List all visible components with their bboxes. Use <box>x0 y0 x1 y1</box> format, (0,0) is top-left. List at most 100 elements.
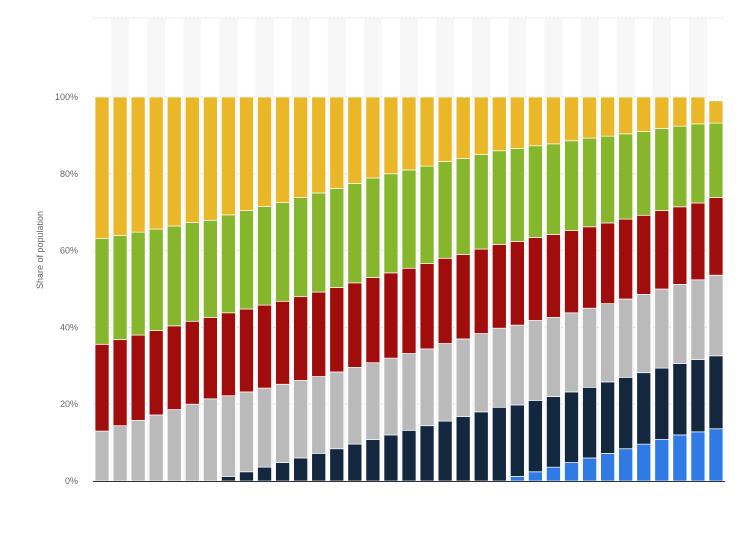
bar-segment-series-6 <box>347 96 363 184</box>
bar-segment-series-6 <box>221 96 236 216</box>
bar-segment-series-2 <box>690 359 706 433</box>
bar-segment-series-6 <box>419 96 435 167</box>
bar-segment-series-5 <box>221 214 236 314</box>
bar-segment-series-3 <box>257 387 272 468</box>
bar-segment-series-3 <box>654 288 670 369</box>
bar-segment-series-5 <box>491 150 507 245</box>
bar-segment-series-5 <box>112 235 128 341</box>
bar-segment-series-3 <box>329 371 345 450</box>
bar-segment-series-6 <box>383 96 399 175</box>
bar-segment-series-6 <box>166 96 182 227</box>
bar-segment-series-6 <box>311 96 327 194</box>
bar-segment-series-4 <box>636 214 652 295</box>
bar-segment-series-5 <box>708 122 724 198</box>
bar-segment-series-5 <box>419 165 435 265</box>
bar-segment-series-4 <box>94 343 110 432</box>
bar-segment-series-4 <box>112 339 128 427</box>
bar-segment-series-6 <box>600 96 615 137</box>
bar-segment-series-1 <box>564 462 579 482</box>
bar-segment-series-6 <box>636 96 652 132</box>
bar-segment-series-5 <box>437 161 453 259</box>
bar-segment-series-5 <box>455 158 471 255</box>
bar-segment-series-3 <box>564 312 579 393</box>
bar-stacks <box>94 96 724 482</box>
bar-segment-series-4 <box>329 287 345 373</box>
bar-segment-series-6 <box>437 96 453 162</box>
bar-segment-series-5 <box>94 237 110 345</box>
bar-segment-series-3 <box>473 333 489 413</box>
bar-segment-series-6 <box>184 96 200 223</box>
bar-segment-series-4 <box>293 296 309 381</box>
bar-segment-series-2 <box>491 406 507 482</box>
bar-segment-series-4 <box>672 206 688 285</box>
bar-segment-series-2 <box>365 439 381 482</box>
bar-segment-series-4 <box>184 320 200 405</box>
bar-segment-series-2 <box>311 453 327 482</box>
bar-segment-series-4 <box>275 300 290 385</box>
bar-segment-series-5 <box>329 188 345 288</box>
bar-segment-series-5 <box>564 140 579 231</box>
bar-segment-series-6 <box>365 96 381 179</box>
bar-segment-series-4 <box>690 202 706 281</box>
bar-segment-series-1 <box>600 453 615 482</box>
bar-segment-series-4 <box>491 244 507 329</box>
bar-segment-series-3 <box>708 274 724 357</box>
bar-segment-series-5 <box>401 169 417 269</box>
bar-segment-series-3 <box>509 324 525 406</box>
bar-segment-series-2 <box>672 363 688 436</box>
bar-segment-series-3 <box>437 343 453 422</box>
bar-segment-series-2 <box>618 376 634 450</box>
bar-segment-series-1 <box>546 466 561 482</box>
bar-segment-series-2 <box>582 386 597 459</box>
bar-segment-series-5 <box>618 133 634 220</box>
bar-segment-series-2 <box>564 391 579 463</box>
bar-segment-series-1 <box>582 457 597 482</box>
bar-segment-series-4 <box>600 222 615 304</box>
bar-segment-series-6 <box>672 96 688 127</box>
bar-segment-series-6 <box>509 96 525 149</box>
bar-segment-series-3 <box>221 395 236 477</box>
bar-segment-series-6 <box>293 96 309 198</box>
bar-segment-series-6 <box>618 96 634 135</box>
bar-segment-series-4 <box>473 248 489 334</box>
bar-segment-series-4 <box>618 218 634 300</box>
bar-segment-series-5 <box>690 123 706 204</box>
bar-segment-series-6 <box>257 96 272 207</box>
bar-segment-series-1 <box>672 434 688 482</box>
bar-segment-series-3 <box>636 294 652 374</box>
bar-segment-series-5 <box>166 225 182 327</box>
bar-segment-series-2 <box>383 434 399 482</box>
bar-segment-series-2 <box>708 355 724 430</box>
y-tick-labels: 0% 20% 40% 60% 80% 100% <box>55 92 78 486</box>
bar-segment-series-3 <box>455 338 471 417</box>
bar-segment-series-3 <box>94 430 110 482</box>
bar-segment-series-5 <box>473 154 489 250</box>
bar-segment-series-6 <box>546 96 561 145</box>
bar-segment-series-5 <box>148 228 164 331</box>
bar-segment-series-3 <box>419 348 435 427</box>
bar-segment-series-4 <box>365 277 381 364</box>
bar-segment-series-3 <box>130 419 146 482</box>
bar-segment-series-3 <box>203 398 218 482</box>
bar-segment-series-2 <box>600 381 615 454</box>
bar-segment-series-4 <box>239 308 254 393</box>
bar-segment-series-2 <box>293 457 309 482</box>
bar-segment-series-4 <box>455 254 471 340</box>
bar-segment-series-6 <box>401 96 417 171</box>
bar-segment-series-2 <box>509 404 525 477</box>
bar-segment-series-3 <box>582 307 597 388</box>
bar-segment-series-5 <box>184 222 200 322</box>
bar-segment-series-6 <box>654 96 670 129</box>
bar-segment-series-6 <box>491 96 507 152</box>
bar-segment-series-2 <box>654 367 670 440</box>
bar-segment-series-5 <box>130 231 146 336</box>
bar-segment-series-6 <box>528 96 543 147</box>
bar-segment-series-3 <box>112 425 128 482</box>
bar-segment-series-3 <box>347 366 363 445</box>
bar-segment-series-4 <box>528 237 543 321</box>
bar-segment-series-3 <box>166 409 182 482</box>
bar-segment-series-1 <box>654 439 670 482</box>
bar-segment-series-5 <box>636 131 652 216</box>
bar-segment-series-3 <box>546 317 561 397</box>
